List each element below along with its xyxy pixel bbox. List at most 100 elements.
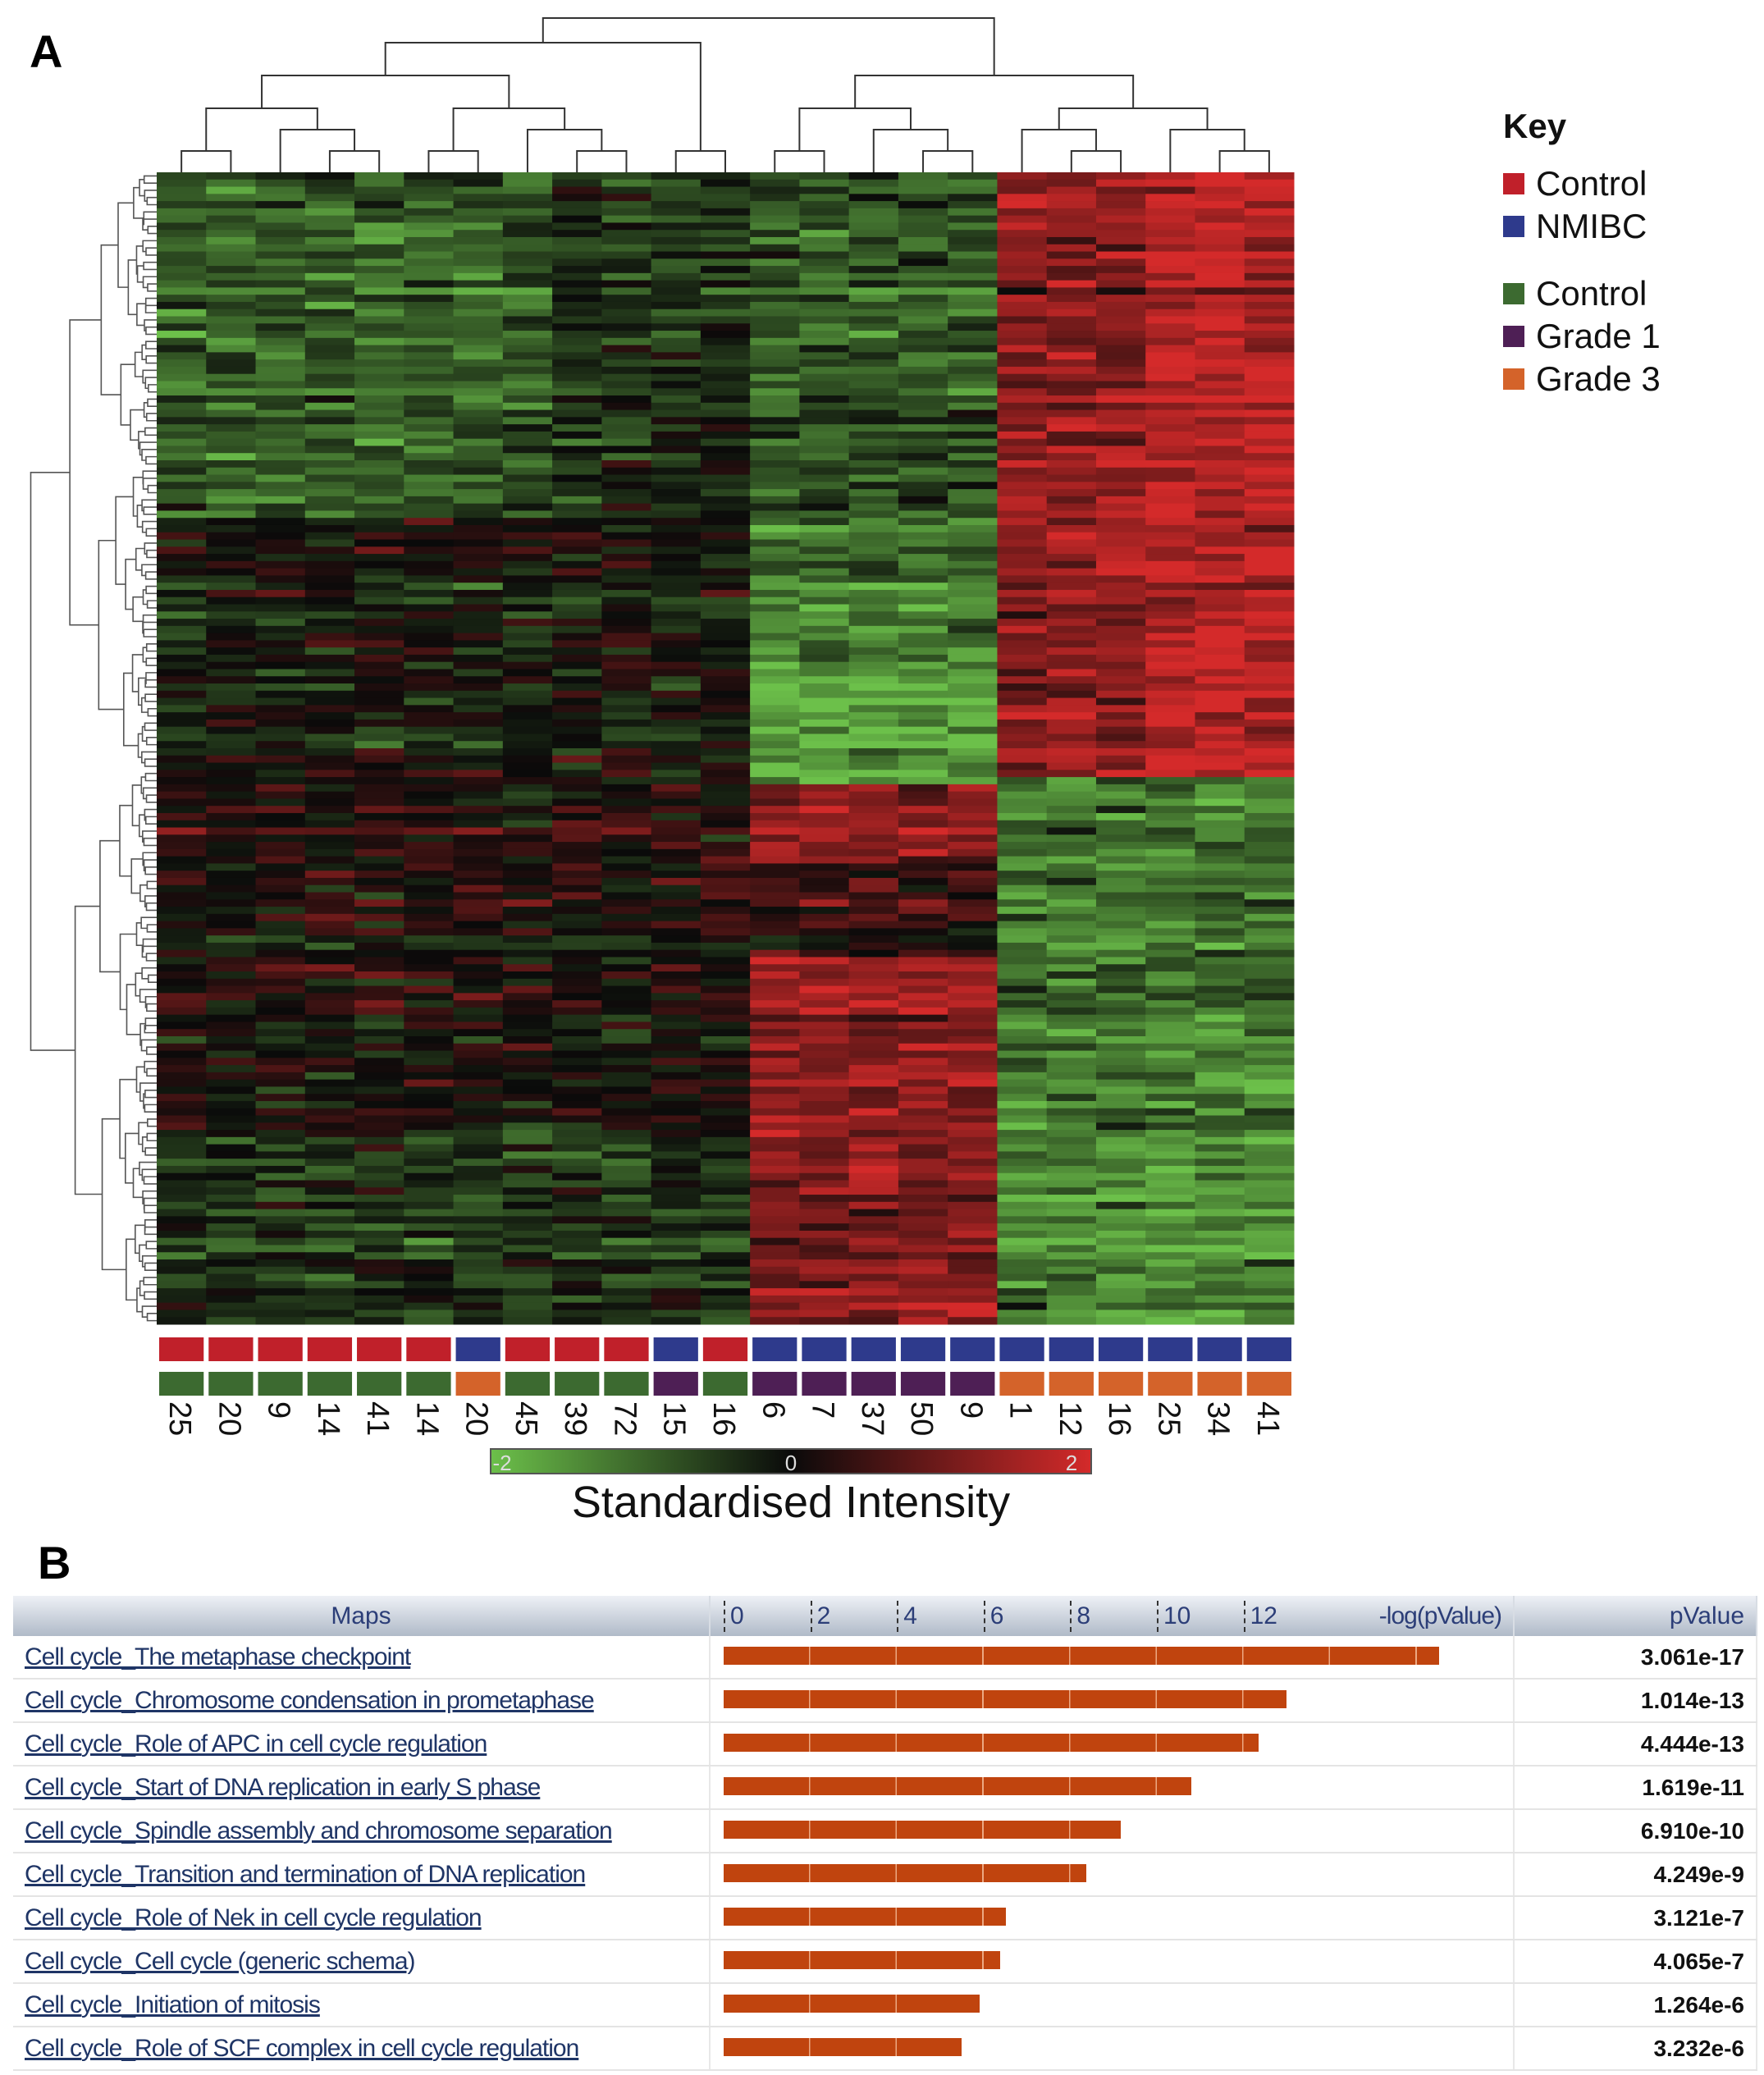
heatmap-cell <box>651 942 701 951</box>
heatmap-cell <box>304 705 355 713</box>
heatmap-cell <box>304 179 355 188</box>
heatmap-cell <box>453 1159 504 1167</box>
map-link[interactable]: Cell cycle_Cell cycle (generic schema) <box>25 1947 416 1975</box>
dendrogram-branch <box>138 431 145 450</box>
heatmap-cell <box>700 1072 751 1081</box>
heatmap-cell <box>651 848 701 857</box>
heatmap-cell <box>502 194 553 202</box>
heatmap-cell <box>700 1230 751 1239</box>
heatmap-cell <box>552 409 602 418</box>
heatmap-cell <box>1244 1216 1295 1224</box>
heatmap-cell <box>700 208 751 217</box>
heatmap-cell <box>948 309 998 317</box>
dendrogram-branch <box>181 150 232 172</box>
dendrogram-branch <box>133 186 144 219</box>
map-link[interactable]: Cell cycle_The metaphase checkpoint <box>25 1643 411 1671</box>
heatmap-cell <box>799 762 850 770</box>
heatmap-cell <box>799 1252 850 1260</box>
heatmap-cell <box>552 871 602 879</box>
heatmap-cell <box>404 1266 455 1275</box>
heatmap-cell <box>1145 409 1195 418</box>
heatmap-cell <box>304 842 355 850</box>
heatmap-cell <box>206 884 257 893</box>
heatmap-cell <box>651 431 701 440</box>
maps-column-header[interactable]: Maps <box>13 1596 711 1636</box>
heatmap-cell <box>304 669 355 677</box>
heatmap-cell <box>997 1100 1048 1109</box>
heatmap-cell <box>1046 770 1097 778</box>
heatmap-cell <box>157 560 207 569</box>
heatmap-cell <box>1046 935 1097 944</box>
heatmap-cell <box>1145 697 1195 706</box>
map-link[interactable]: Cell cycle_Role of APC in cell cycle reg… <box>25 1730 487 1757</box>
group-2-annotation <box>999 1372 1044 1396</box>
heatmap-cell <box>1046 518 1097 526</box>
heatmap-cell <box>157 474 207 482</box>
heatmap-cell <box>453 640 504 648</box>
heatmap-cell <box>157 1237 207 1245</box>
heatmap-cell <box>601 532 652 541</box>
heatmap-cell <box>502 770 553 778</box>
map-link[interactable]: Cell cycle_Role of SCF complex in cell c… <box>25 2034 579 2062</box>
heatmap-cell <box>404 633 455 641</box>
heatmap-cell <box>601 949 652 958</box>
heatmap-cell <box>997 770 1048 778</box>
legend-label: Grade 1 <box>1536 317 1661 355</box>
table-row: Cell cycle_Initiation of mitosis 1.264e-… <box>13 1983 1757 2027</box>
heatmap-cell <box>997 323 1048 331</box>
heatmap-cell <box>157 784 207 793</box>
heatmap-cell <box>157 1029 207 1037</box>
pvalue-cell: 6.910e-10 <box>1514 1809 1757 1853</box>
heatmap-cell <box>255 1022 306 1030</box>
heatmap-cell <box>1095 482 1146 490</box>
heatmap-cell <box>1095 985 1146 994</box>
map-link[interactable]: Cell cycle_Chromosome condensation in pr… <box>25 1686 595 1714</box>
group-1-annotation <box>455 1337 500 1361</box>
heatmap-cell <box>206 266 257 274</box>
heatmap-cell <box>552 467 602 476</box>
heatmap-cell <box>502 1000 553 1008</box>
heatmap-cell <box>404 777 455 785</box>
map-link[interactable]: Cell cycle_Role of Nek in cell cycle reg… <box>25 1904 482 1931</box>
heatmap-cell <box>651 395 701 404</box>
heatmap-cell <box>157 640 207 648</box>
heatmap-cell <box>799 856 850 864</box>
dendrogram-branch <box>146 600 157 609</box>
heatmap-cell <box>157 942 207 951</box>
heatmap-cell <box>552 417 602 425</box>
pvalue-column-header[interactable]: pValue <box>1514 1596 1757 1636</box>
heatmap-cell <box>601 474 652 482</box>
heatmap-cell <box>1095 1036 1146 1044</box>
heatmap-cell <box>404 186 455 194</box>
map-link[interactable]: Cell cycle_Initiation of mitosis <box>25 1990 321 2018</box>
heatmap-cell <box>997 467 1048 476</box>
heatmap-cell <box>1195 913 1245 922</box>
heatmap-cell <box>750 1209 800 1217</box>
legend-label: Control <box>1536 274 1647 313</box>
heatmap-cell <box>1046 337 1097 346</box>
heatmap-cell <box>651 446 701 454</box>
map-link[interactable]: Cell cycle_Transition and termination of… <box>25 1860 586 1888</box>
heatmap-cell <box>750 301 800 310</box>
heatmap-cell <box>255 935 306 944</box>
heatmap-cell <box>304 172 355 181</box>
heatmap-cell <box>453 172 504 181</box>
heatmap-cell <box>552 827 602 835</box>
heatmap-cell <box>948 1029 998 1037</box>
heatmap-cell <box>206 957 257 965</box>
heatmap-cell <box>1195 1000 1245 1008</box>
heatmap-cell <box>1095 1108 1146 1117</box>
heatmap-cell <box>1046 1317 1097 1325</box>
map-link[interactable]: Cell cycle_Spindle assembly and chromoso… <box>25 1817 613 1844</box>
neglog-column-header[interactable]: -log(pValue) 0 2 4 6 8 10 12 <box>710 1596 1515 1636</box>
heatmap-cell <box>651 1187 701 1195</box>
heatmap-cell <box>997 503 1048 511</box>
dendrogram-branch <box>384 42 701 151</box>
dendrogram-branch <box>146 1313 157 1322</box>
map-link[interactable]: Cell cycle_Start of DNA replication in e… <box>25 1773 541 1801</box>
heatmap-cell <box>552 647 602 656</box>
heatmap-cell <box>700 295 751 303</box>
heatmap-cell <box>898 222 948 231</box>
heatmap-cell <box>206 712 257 720</box>
heatmap-cell <box>1095 359 1146 368</box>
